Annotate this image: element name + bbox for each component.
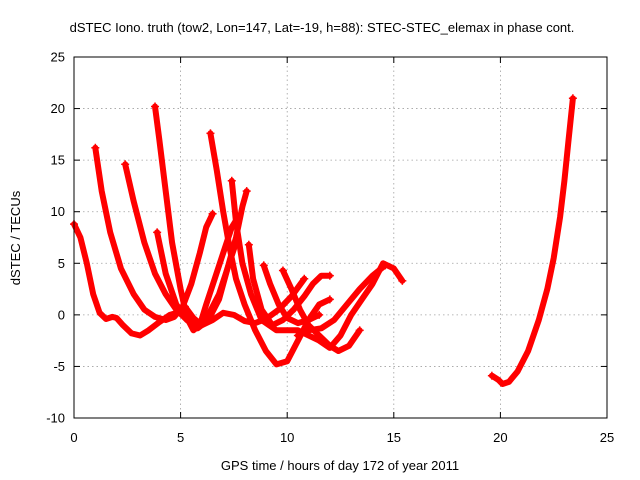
- series-line-2: [92, 144, 216, 323]
- data-point-marker: [91, 143, 100, 152]
- x-axis-label: GPS time / hours of day 172 of year 2011: [221, 458, 459, 473]
- data-point-marker: [398, 276, 407, 285]
- x-tick-label: 5: [177, 430, 184, 445]
- y-tick-label: 15: [51, 153, 65, 168]
- data-point-marker: [381, 261, 390, 270]
- y-tick-label: 20: [51, 101, 65, 116]
- series-line-11: [260, 262, 323, 327]
- data-point-marker: [325, 271, 334, 280]
- x-tick-label: 20: [493, 430, 507, 445]
- data-point-marker: [355, 326, 364, 335]
- data-point-marker: [121, 160, 130, 169]
- data-point-marker: [259, 261, 268, 270]
- y-tick-label: -10: [46, 411, 65, 426]
- series-line-12: [294, 262, 389, 339]
- x-tick-label: 15: [387, 430, 401, 445]
- y-tick-label: 5: [58, 256, 65, 271]
- data-point-marker: [180, 302, 189, 311]
- data-point-marker: [568, 94, 577, 103]
- plot-frame: [73, 56, 608, 419]
- data-point-marker: [153, 228, 162, 237]
- data-point-marker: [227, 176, 236, 185]
- chart-title: dSTEC Iono. truth (tow2, Lon=147, Lat=-1…: [70, 20, 575, 35]
- data-point-marker: [300, 274, 309, 283]
- series-layer: [70, 94, 577, 387]
- y-tick-label: 0: [58, 307, 65, 322]
- data-point-marker: [293, 331, 302, 340]
- data-point-marker: [206, 129, 215, 138]
- x-tick-label: 25: [600, 430, 614, 445]
- data-point-marker: [315, 310, 324, 319]
- data-point-marker: [242, 187, 251, 196]
- series-line-10: [279, 267, 363, 354]
- series-line-4: [152, 103, 242, 334]
- x-axis: 0 5 10 15 20 25: [70, 57, 614, 445]
- y-axis-label: dSTEC / TECUs: [8, 190, 23, 285]
- y-tick-label: -5: [53, 359, 65, 374]
- data-point-marker: [278, 266, 287, 275]
- y-axis: -10 -5 0 5 10 15 20 25: [46, 50, 607, 426]
- series-line-13: [488, 95, 576, 387]
- data-point-marker: [208, 209, 217, 218]
- data-point-marker: [325, 295, 334, 304]
- x-tick-label: 10: [280, 430, 294, 445]
- y-tick-label: 25: [51, 50, 65, 65]
- data-point-marker: [151, 102, 160, 111]
- series-line-1: [71, 221, 184, 339]
- data-point-marker: [244, 240, 253, 249]
- data-point-marker: [487, 371, 496, 380]
- y-tick-label: 10: [51, 204, 65, 219]
- x-tick-label: 0: [70, 430, 77, 445]
